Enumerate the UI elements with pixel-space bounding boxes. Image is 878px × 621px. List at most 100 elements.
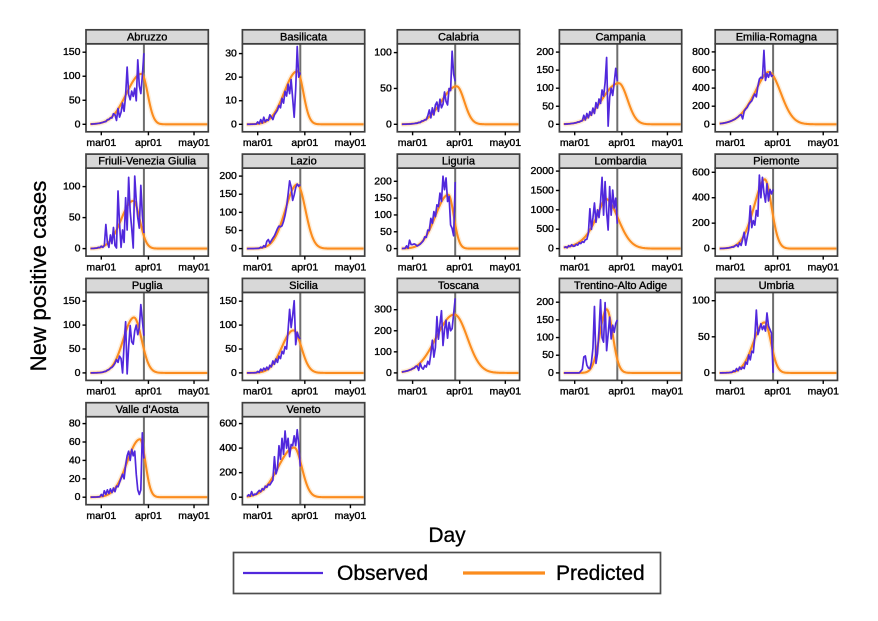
svg-text:0: 0	[704, 367, 710, 379]
svg-text:may01: may01	[335, 137, 367, 149]
svg-text:1000: 1000	[531, 204, 555, 216]
svg-text:0: 0	[231, 243, 237, 255]
svg-text:New positive cases: New positive cases	[26, 181, 51, 372]
svg-text:Abruzzo: Abruzzo	[127, 31, 167, 43]
svg-text:may01: may01	[807, 137, 839, 149]
svg-text:Trentino-Alto Adige: Trentino-Alto Adige	[574, 280, 667, 292]
svg-text:apr01: apr01	[446, 386, 473, 398]
svg-text:150: 150	[219, 188, 237, 200]
svg-text:150: 150	[63, 46, 81, 58]
svg-text:may01: may01	[335, 510, 367, 522]
svg-text:200: 200	[536, 296, 554, 308]
svg-text:800: 800	[692, 46, 710, 58]
svg-text:200: 200	[219, 170, 237, 182]
svg-text:Emilia-Romagna: Emilia-Romagna	[736, 31, 818, 43]
svg-text:50: 50	[380, 82, 392, 94]
svg-text:mar01: mar01	[243, 386, 273, 398]
svg-text:Basilicata: Basilicata	[280, 31, 328, 43]
svg-text:mar01: mar01	[716, 386, 746, 398]
svg-text:may01: may01	[335, 261, 367, 273]
svg-text:mar01: mar01	[86, 386, 116, 398]
svg-text:200: 200	[692, 217, 710, 229]
svg-text:50: 50	[225, 224, 237, 236]
svg-text:0: 0	[704, 243, 710, 255]
svg-text:mar01: mar01	[716, 261, 746, 273]
svg-text:may01: may01	[652, 386, 684, 398]
svg-text:100: 100	[536, 82, 554, 94]
svg-text:600: 600	[692, 64, 710, 76]
svg-text:100: 100	[63, 319, 81, 331]
svg-text:mar01: mar01	[560, 261, 590, 273]
svg-text:Liguria: Liguria	[442, 156, 476, 168]
svg-text:apr01: apr01	[446, 261, 473, 273]
svg-text:mar01: mar01	[398, 261, 428, 273]
svg-text:mar01: mar01	[86, 261, 116, 273]
svg-text:mar01: mar01	[560, 137, 590, 149]
svg-text:0: 0	[231, 491, 237, 503]
svg-text:Predicted: Predicted	[556, 562, 645, 585]
svg-text:apr01: apr01	[291, 386, 318, 398]
svg-text:Lombardia: Lombardia	[595, 156, 648, 168]
svg-text:10: 10	[225, 95, 237, 107]
svg-text:0: 0	[75, 118, 81, 130]
svg-text:apr01: apr01	[135, 261, 162, 273]
svg-text:100: 100	[374, 47, 392, 59]
svg-text:may01: may01	[490, 137, 522, 149]
svg-text:50: 50	[69, 343, 81, 355]
svg-text:100: 100	[374, 209, 392, 221]
svg-text:mar01: mar01	[716, 137, 746, 149]
svg-text:30: 30	[225, 48, 237, 60]
svg-text:400: 400	[219, 442, 237, 454]
svg-text:may01: may01	[652, 261, 684, 273]
svg-text:50: 50	[225, 343, 237, 355]
svg-text:2000: 2000	[531, 165, 555, 177]
svg-text:may01: may01	[335, 386, 367, 398]
svg-text:Friuli-Venezia Giulia: Friuli-Venezia Giulia	[98, 156, 197, 168]
svg-text:40: 40	[69, 454, 81, 466]
svg-text:apr01: apr01	[608, 261, 635, 273]
svg-text:20: 20	[225, 71, 237, 83]
svg-text:150: 150	[536, 64, 554, 76]
svg-text:50: 50	[542, 100, 554, 112]
svg-text:apr01: apr01	[764, 261, 791, 273]
svg-text:apr01: apr01	[291, 137, 318, 149]
svg-text:apr01: apr01	[291, 510, 318, 522]
svg-text:100: 100	[63, 70, 81, 82]
svg-text:Valle d'Aosta: Valle d'Aosta	[116, 404, 180, 416]
svg-text:0: 0	[75, 491, 81, 503]
svg-text:Campania: Campania	[595, 31, 646, 43]
svg-text:apr01: apr01	[608, 137, 635, 149]
svg-text:Observed: Observed	[337, 562, 428, 585]
svg-text:may01: may01	[178, 386, 210, 398]
svg-text:300: 300	[374, 304, 392, 316]
svg-text:0: 0	[386, 367, 392, 379]
svg-text:100: 100	[219, 319, 237, 331]
svg-text:0: 0	[704, 118, 710, 130]
svg-text:mar01: mar01	[243, 261, 273, 273]
svg-text:500: 500	[536, 223, 554, 235]
svg-text:apr01: apr01	[608, 386, 635, 398]
svg-text:60: 60	[69, 436, 81, 448]
svg-text:mar01: mar01	[243, 510, 273, 522]
svg-text:150: 150	[536, 314, 554, 326]
svg-text:mar01: mar01	[243, 137, 273, 149]
svg-text:apr01: apr01	[135, 386, 162, 398]
svg-text:1500: 1500	[531, 184, 555, 196]
svg-text:may01: may01	[490, 261, 522, 273]
svg-text:may01: may01	[652, 137, 684, 149]
svg-text:400: 400	[692, 82, 710, 94]
svg-text:apr01: apr01	[135, 510, 162, 522]
svg-text:200: 200	[692, 100, 710, 112]
svg-text:may01: may01	[490, 386, 522, 398]
svg-text:0: 0	[75, 243, 81, 255]
svg-text:Toscana: Toscana	[438, 280, 480, 292]
svg-text:0: 0	[386, 118, 392, 130]
svg-text:Calabria: Calabria	[438, 31, 480, 43]
svg-text:may01: may01	[807, 261, 839, 273]
svg-text:0: 0	[386, 243, 392, 255]
svg-text:200: 200	[219, 467, 237, 479]
svg-text:may01: may01	[178, 261, 210, 273]
svg-text:mar01: mar01	[398, 137, 428, 149]
svg-text:50: 50	[542, 349, 554, 361]
svg-text:may01: may01	[178, 510, 210, 522]
